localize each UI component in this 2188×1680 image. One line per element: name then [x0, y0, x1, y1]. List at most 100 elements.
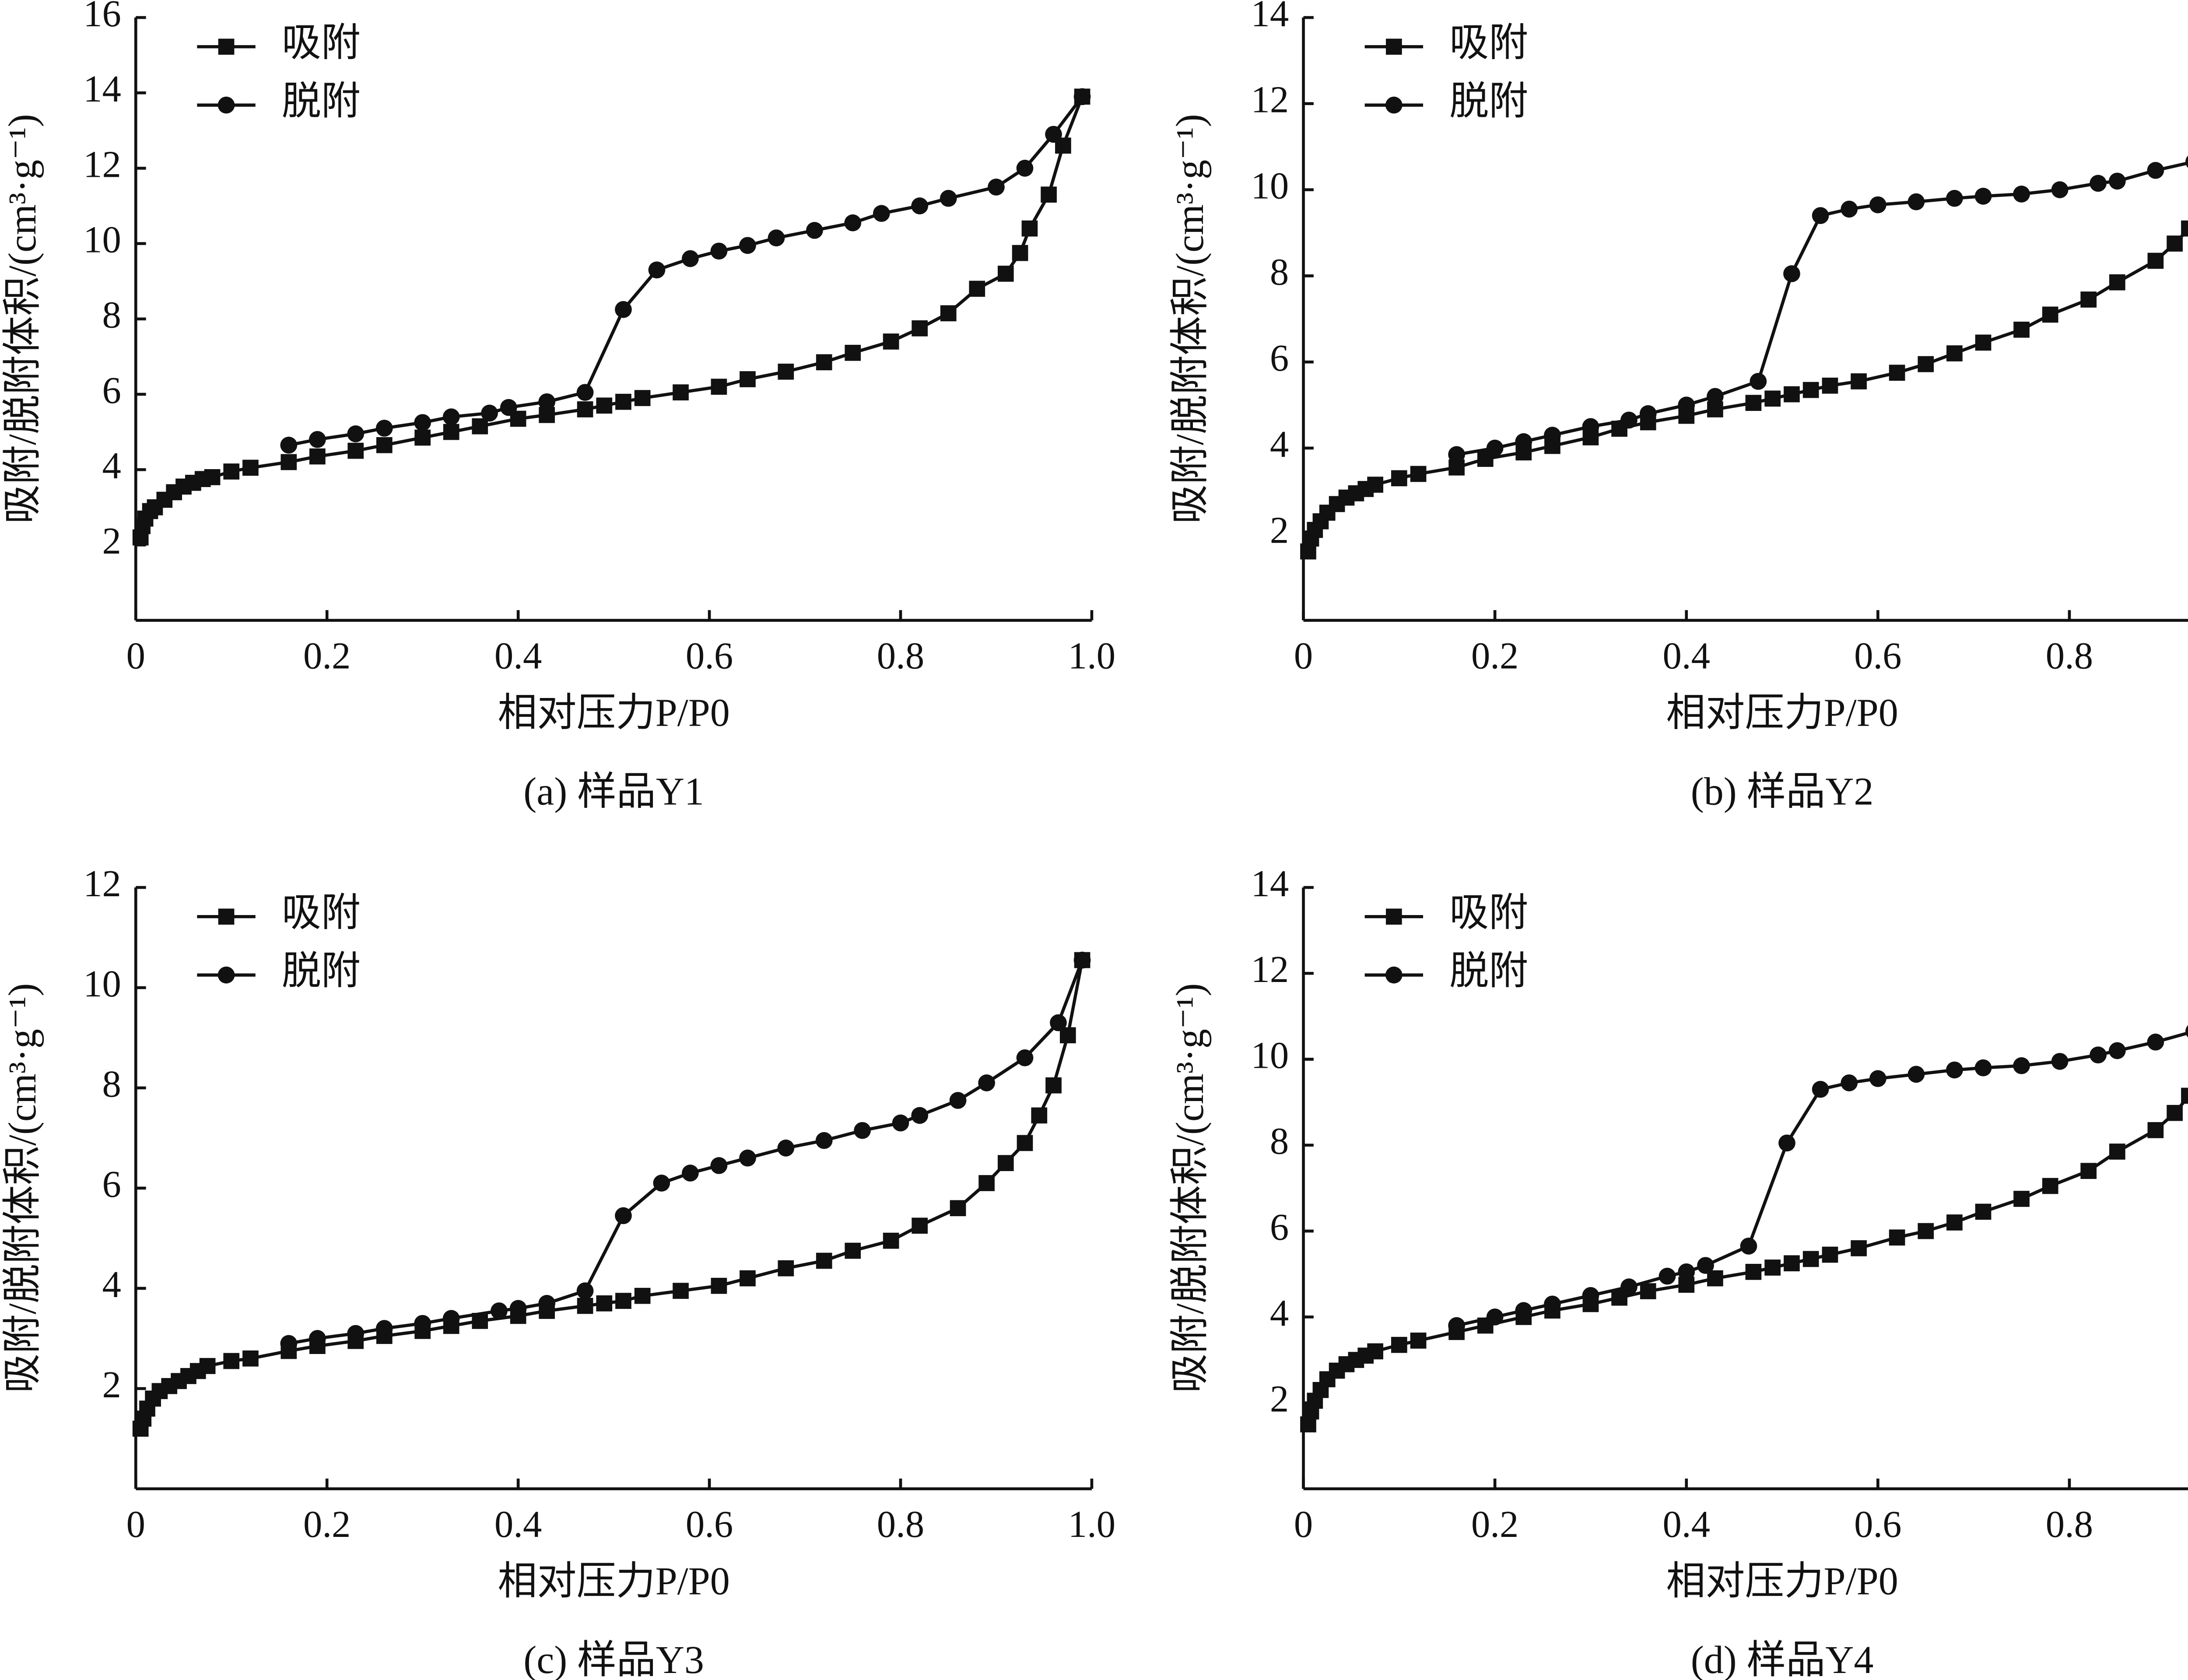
- marker-circle: [768, 229, 785, 247]
- marker-square: [223, 1353, 240, 1369]
- legend-label: 吸附: [1449, 21, 1528, 64]
- marker-circle: [2109, 1042, 2126, 1059]
- marker-circle: [978, 1074, 995, 1091]
- marker-circle: [1778, 1134, 1795, 1152]
- y-axis-label: 吸附/脱附体积/(cm³·g⁻¹): [1168, 983, 1212, 1393]
- marker-square: [1946, 1214, 1963, 1231]
- marker-circle: [1486, 1308, 1504, 1326]
- marker-square: [596, 397, 613, 414]
- marker-square: [1918, 356, 1934, 372]
- marker-square: [778, 363, 794, 380]
- marker-square: [199, 1358, 216, 1374]
- x-tick-label: 0: [1294, 1503, 1313, 1545]
- y-tick-label: 12: [83, 863, 121, 905]
- marker-circle: [892, 1114, 909, 1132]
- marker-circle: [1582, 418, 1599, 435]
- marker-circle: [873, 205, 890, 222]
- marker-square: [845, 344, 861, 361]
- legend-label: 吸附: [1449, 891, 1528, 934]
- marker-square: [997, 1155, 1014, 1171]
- y-tick-label: 6: [102, 369, 121, 411]
- marker-square: [2167, 1105, 2183, 1121]
- marker-circle: [576, 384, 594, 401]
- marker-square: [1889, 365, 1905, 381]
- marker-circle: [739, 1149, 756, 1167]
- marker-circle: [1016, 160, 1034, 177]
- marker-circle: [509, 1300, 527, 1317]
- marker-circle: [1946, 189, 1963, 207]
- marker-square: [1012, 245, 1028, 261]
- marker-square: [1745, 1264, 1762, 1280]
- marker-circle: [2109, 172, 2126, 190]
- y-tick-label: 10: [83, 963, 121, 1005]
- marker-circle: [1678, 1263, 1695, 1280]
- marker-circle: [414, 414, 431, 431]
- marker-square: [1946, 345, 1963, 361]
- marker-circle: [375, 420, 393, 437]
- marker-circle: [481, 404, 498, 422]
- legend-label: 吸附: [282, 891, 361, 934]
- marker-circle: [1582, 1287, 1599, 1304]
- marker-circle: [538, 1295, 556, 1312]
- marker-circle: [1073, 951, 1091, 969]
- y-tick-label: 10: [83, 218, 121, 260]
- marker-square: [615, 393, 631, 410]
- marker-circle: [1907, 193, 1925, 210]
- marker-square: [912, 1217, 928, 1234]
- marker-square: [2080, 291, 2097, 308]
- marker-circle: [1841, 200, 1858, 218]
- marker-circle: [1783, 265, 1800, 282]
- marker-square: [816, 1252, 832, 1269]
- marker-circle: [1620, 1278, 1637, 1296]
- series-line: [1456, 1031, 2188, 1327]
- y-tick-label: 12: [83, 143, 121, 185]
- marker-circle: [1750, 373, 1767, 390]
- marker-circle: [414, 1315, 431, 1332]
- marker-circle: [1974, 1059, 1992, 1077]
- marker-circle: [1515, 433, 1532, 450]
- y-tick-label: 4: [102, 1263, 121, 1305]
- y-tick-label: 8: [1270, 1120, 1289, 1162]
- x-tick-label: 0: [126, 635, 145, 677]
- marker-square: [1889, 1229, 1905, 1246]
- marker-square: [1707, 1270, 1723, 1287]
- x-tick-label: 0.6: [1854, 1503, 1901, 1545]
- marker-square: [2042, 306, 2058, 323]
- marker-square: [740, 371, 756, 387]
- marker-circle: [442, 408, 460, 425]
- marker-square: [242, 459, 259, 476]
- marker-square: [740, 1270, 756, 1287]
- marker-circle: [648, 261, 666, 279]
- marker-square: [1410, 466, 1427, 482]
- x-tick-label: 0.2: [1471, 1503, 1518, 1545]
- marker-circle: [911, 1107, 929, 1124]
- series-line: [1306, 1094, 2188, 1425]
- x-tick-label: 0.8: [877, 1503, 924, 1545]
- caption: (c) 样品Y3: [523, 1638, 704, 1680]
- y-tick-label: 8: [1270, 251, 1289, 293]
- marker-square: [2013, 322, 2030, 338]
- marker-circle: [1946, 1061, 1963, 1079]
- marker-square: [1367, 1343, 1383, 1360]
- y-tick-label: 10: [1251, 1034, 1289, 1076]
- marker-circle: [682, 250, 699, 267]
- legend-label: 脱附: [1449, 950, 1528, 993]
- marker-circle: [217, 966, 235, 984]
- marker-square: [615, 1293, 631, 1309]
- marker-square: [950, 1200, 966, 1217]
- marker-square: [778, 1260, 794, 1277]
- x-tick-label: 0.6: [686, 1503, 733, 1545]
- marker-square: [1041, 186, 1057, 203]
- marker-square: [673, 1283, 689, 1299]
- marker-circle: [1707, 388, 1724, 405]
- marker-square: [997, 266, 1014, 282]
- marker-square: [845, 1242, 861, 1259]
- marker-square: [1031, 1107, 1048, 1124]
- marker-circle: [710, 242, 728, 260]
- marker-circle: [2147, 1033, 2164, 1051]
- marker-square: [711, 1277, 727, 1294]
- x-tick-label: 0.4: [1663, 1503, 1710, 1545]
- marker-circle: [911, 197, 929, 214]
- marker-circle: [1974, 188, 1992, 205]
- marker-square: [1784, 1255, 1800, 1272]
